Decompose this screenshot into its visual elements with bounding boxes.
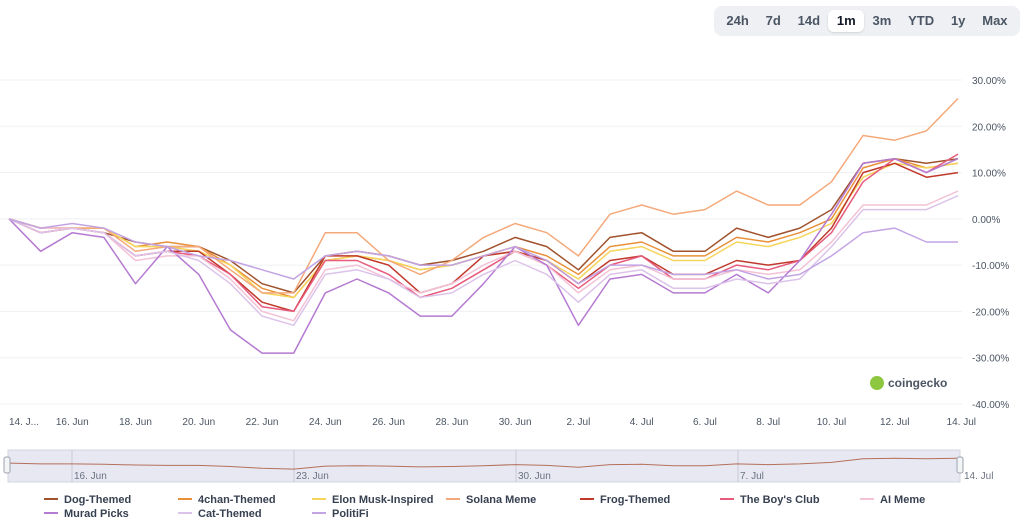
series-lines [8, 97, 959, 354]
legend-item[interactable]: Frog-Themed [580, 493, 670, 507]
legend-item[interactable]: AI Meme [860, 493, 925, 507]
legend-swatch [312, 512, 326, 515]
x-tick-label: 4. Jul [630, 417, 654, 428]
series-line-politifi[interactable] [8, 218, 958, 285]
navigator-label: 30. Jun [518, 471, 551, 482]
navigator-left-handle[interactable] [3, 456, 11, 474]
x-tick-label: 18. Jun [119, 417, 152, 428]
x-tick-label: 30. Jun [499, 417, 532, 428]
series-line-elon-musk-inspired[interactable] [8, 162, 959, 299]
legend-swatch [860, 498, 874, 501]
legend-label: Frog-Themed [600, 494, 671, 506]
series-line-the-boy-s-club[interactable] [8, 153, 959, 313]
x-axis-ticks: 14. J... 16. Jun 18. Jun 20. Jun 22. Jun 24. … [9, 417, 976, 428]
range-ytd-button[interactable]: YTD [908, 13, 935, 28]
x-tick-label: 24. Jun [309, 417, 342, 428]
y-tick-label: -10.00% [972, 261, 1009, 272]
y-tick-label: -40.00% [972, 400, 1009, 411]
legend-swatch [312, 498, 326, 501]
coingecko-logo: coingecko [870, 375, 948, 391]
x-tick-label: 10. Jul [817, 417, 846, 428]
watermark-text: coingecko [888, 376, 948, 390]
x-tick-label: 26. Jun [372, 417, 405, 428]
range-navigator[interactable]: 16. Jun 23. Jun 30. Jun 7. Jul 14. Jul [3, 449, 993, 483]
range-1y-button[interactable]: 1y [950, 13, 966, 28]
legend-swatch [580, 498, 594, 501]
range-max-button[interactable]: Max [982, 13, 1008, 28]
y-tick-label: -20.00% [972, 307, 1009, 318]
legend-label: PolitiFi [332, 508, 369, 520]
range-7d-button[interactable]: 7d [765, 13, 781, 28]
legend-item[interactable]: PolitiFi [312, 507, 369, 521]
y-tick-label: 20.00% [972, 122, 1006, 133]
legend-label: AI Meme [880, 494, 926, 506]
series-line-ai-meme[interactable] [8, 190, 959, 322]
legend-label: Murad Picks [64, 508, 129, 520]
x-tick-label: 14. J... [9, 417, 39, 428]
navigator-label: 7. Jul [740, 471, 764, 482]
legend-item[interactable]: Cat-Themed [178, 507, 262, 521]
legend-item[interactable]: Murad Picks [44, 507, 129, 521]
legend-swatch [44, 512, 58, 515]
legend-label: Dog-Themed [64, 494, 132, 506]
gridlines [0, 79, 962, 405]
navigator-right-handle[interactable] [956, 456, 964, 474]
y-tick-label: -30.00% [972, 354, 1009, 365]
x-tick-label: 14. Jul [947, 417, 976, 428]
y-tick-label: 0.00% [972, 215, 1000, 226]
legend-item[interactable]: Dog-Themed [44, 493, 131, 507]
range-1m-button[interactable]: 1m [828, 10, 865, 32]
legend-label: Elon Musk-Inspired [332, 494, 434, 506]
y-axis-ticks: 30.00% 20.00% 10.00% 0.00% -10.00% -20.00% -30… [972, 76, 1009, 411]
navigator-end-label: 14. Jul [964, 471, 993, 482]
legend-item[interactable]: 4chan-Themed [178, 493, 276, 507]
performance-line-chart: 30.00% 20.00% 10.00% 0.00% -10.00% -20.00% -30… [0, 76, 1009, 483]
navigator-label: 16. Jun [74, 471, 107, 482]
legend-label: 4chan-Themed [198, 494, 276, 506]
range-3m-button[interactable]: 3m [872, 13, 892, 28]
legend-label: The Boy's Club [740, 494, 820, 506]
gecko-icon [870, 375, 884, 390]
legend-swatch [446, 498, 460, 501]
legend-swatch [178, 498, 192, 501]
x-tick-label: 28. Jun [435, 417, 468, 428]
x-tick-label: 22. Jun [246, 417, 279, 428]
legend-swatch [720, 498, 734, 501]
x-tick-label: 2. Jul [566, 417, 590, 428]
series-line-cat-themed[interactable] [8, 195, 959, 327]
x-tick-label: 8. Jul [756, 417, 780, 428]
legend-item[interactable]: Solana Meme [446, 493, 536, 507]
x-tick-label: 16. Jun [56, 417, 89, 428]
legend-swatch [44, 498, 58, 501]
y-tick-label: 10.00% [972, 169, 1006, 180]
legend-item[interactable]: Elon Musk-Inspired [312, 493, 433, 507]
x-tick-label: 12. Jul [880, 417, 909, 428]
legend-label: Cat-Themed [198, 508, 262, 520]
range-24h-button[interactable]: 24h [726, 13, 749, 28]
x-tick-label: 6. Jul [693, 417, 717, 428]
navigator-series-line [8, 457, 959, 470]
legend-swatch [178, 512, 192, 515]
time-range-selector: 24h 7d 14d 1m 3m YTD 1y Max [714, 6, 1020, 36]
y-tick-label: 30.00% [972, 76, 1006, 87]
series-line-4chan-themed[interactable] [8, 157, 959, 299]
legend-item[interactable]: The Boy's Club [720, 493, 820, 507]
navigator-label: 23. Jun [296, 471, 329, 482]
range-14d-button[interactable]: 14d [797, 13, 821, 28]
legend-label: Solana Meme [466, 494, 537, 506]
x-tick-label: 20. Jun [182, 417, 215, 428]
